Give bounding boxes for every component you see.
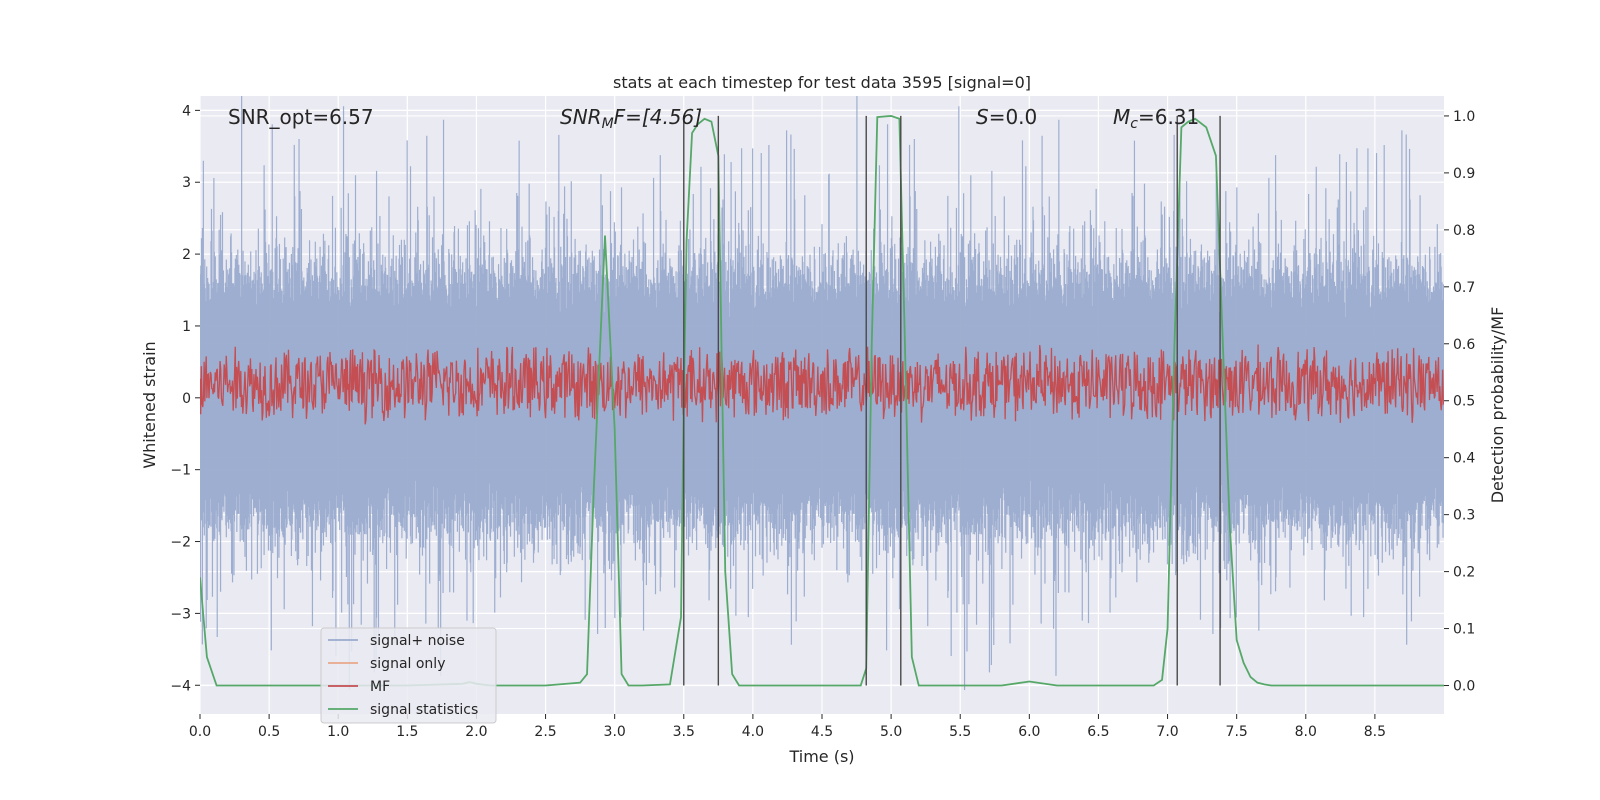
y-left-tick-label: −2 [170, 535, 191, 551]
x-tick-label: 6.0 [1018, 724, 1040, 740]
x-tick-label: 8.5 [1364, 724, 1386, 740]
ticks: 0.0 0.5 1.0 1.5 2.0 2.5 3.0 3.5 4.0 4.5 5.0 5.5 6.0 6… [170, 103, 1475, 740]
x-tick-label: 8.0 [1295, 724, 1317, 740]
y-left-tick-label: −3 [170, 606, 191, 622]
annotation-mc: Mc=6.31 [1113, 105, 1199, 132]
y-right-tick-label: 0.1 [1453, 622, 1475, 638]
plot-content [200, 96, 1444, 690]
x-tick-label: 7.5 [1226, 724, 1248, 740]
y-left-tick-label: −4 [170, 678, 191, 694]
x-tick-label: 1.5 [396, 724, 418, 740]
y-right-tick-label: 0.5 [1453, 394, 1475, 410]
y-left-tick-label: 0 [182, 391, 191, 407]
x-tick-label: 3.5 [673, 724, 695, 740]
legend-label-mf: MF [370, 679, 390, 695]
y-right-tick-label: 0.9 [1453, 166, 1475, 182]
annotation-snr-mf: SNRMF=[4.56] [560, 105, 702, 132]
legend-label-signal-noise: signal+ noise [370, 633, 465, 649]
x-tick-label: 7.0 [1156, 724, 1178, 740]
detection-boundaries [683, 115, 1221, 686]
legend-label-signal-only: signal only [370, 656, 445, 672]
x-tick-label: 3.0 [604, 724, 626, 740]
y-left-tick-label: 1 [182, 319, 191, 335]
chart-title: stats at each timestep for test data 359… [613, 73, 1031, 92]
x-tick-label: 4.0 [742, 724, 764, 740]
y-left-tick-label: 3 [182, 175, 191, 191]
y-left-tick-label: 4 [182, 103, 191, 119]
x-tick-label: 6.5 [1087, 724, 1109, 740]
mf-line [200, 344, 1444, 425]
y-left-tick-label: 2 [182, 247, 191, 263]
legend: signal+ noise signal only MF signal stat… [320, 627, 497, 724]
x-tick-label: 2.5 [534, 724, 556, 740]
x-tick-label: 5.0 [880, 724, 902, 740]
mf-series [200, 344, 1444, 425]
signal-statistics-line [200, 115, 1444, 687]
legend-label-signal-statistics: signal statistics [370, 702, 478, 718]
y-right-tick-label: 1.0 [1453, 109, 1475, 125]
y-right-tick-label: 0.6 [1453, 337, 1475, 353]
x-tick-label: 5.5 [949, 724, 971, 740]
legend-box [320, 627, 497, 724]
x-tick-label: 2.0 [465, 724, 487, 740]
y-right-tick-label: 0.8 [1453, 223, 1475, 239]
y-right-tick-label: 0.2 [1453, 565, 1475, 581]
y-left-tick-label: −1 [170, 463, 191, 479]
y-right-tick-label: 0.0 [1453, 679, 1475, 695]
x-tick-label: 0.0 [189, 724, 211, 740]
x-axis-label: Time (s) [788, 747, 854, 766]
annotation-snr-opt: SNR_opt=6.57 [228, 105, 374, 129]
y-right-tick-label: 0.4 [1453, 451, 1475, 467]
annotation-s: S=0.0 [976, 105, 1037, 129]
y-axis-label-right: Detection probability/MF [1488, 307, 1507, 504]
y-right-tick-label: 0.3 [1453, 508, 1475, 524]
signal-statistics-series [200, 115, 1444, 687]
x-tick-label: 0.5 [258, 724, 280, 740]
x-tick-label: 1.0 [327, 724, 349, 740]
y-right-tick-label: 0.7 [1453, 280, 1475, 296]
x-tick-label: 4.5 [811, 724, 833, 740]
y-axis-label-left: Whitened strain [140, 341, 159, 468]
